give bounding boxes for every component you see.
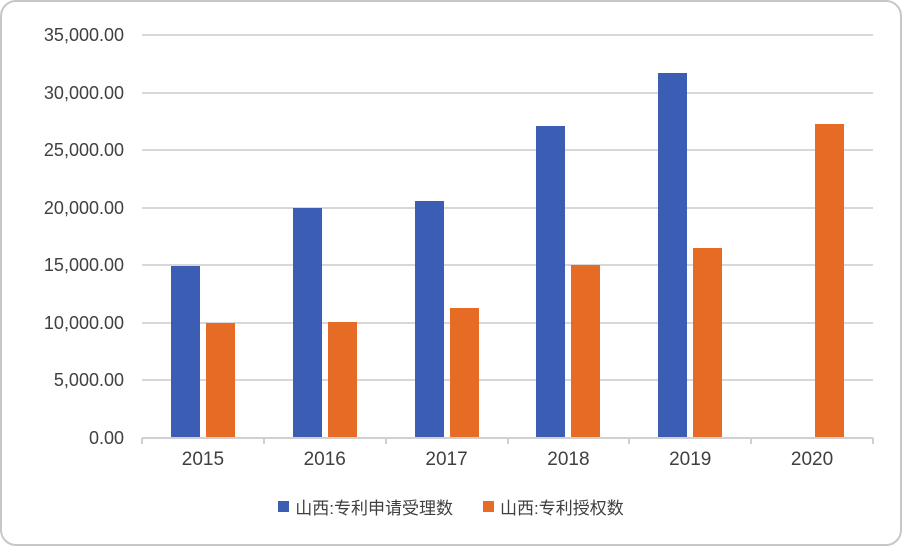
y-tick-label: 20,000.00 xyxy=(43,197,124,218)
x-tick-label-2019: 2019 xyxy=(669,449,712,470)
bar-applications-2016 xyxy=(292,208,322,438)
legend-item-grants: 山西:专利授权数 xyxy=(483,494,624,519)
gridline xyxy=(142,149,873,152)
category-2018 xyxy=(507,35,629,438)
bar-grants-2020 xyxy=(815,123,845,438)
bar-applications-2017 xyxy=(414,200,444,438)
category-2016 xyxy=(264,35,386,438)
y-tick-label: 30,000.00 xyxy=(43,82,124,103)
category-2017 xyxy=(386,35,508,438)
category-2019 xyxy=(629,35,751,438)
gridline xyxy=(142,34,873,36)
legend: 山西:专利申请受理数 山西:专利授权数 xyxy=(2,494,900,519)
y-tick-label: 35,000.00 xyxy=(43,25,124,45)
gridline xyxy=(142,264,873,267)
y-tick-label: 5,000.00 xyxy=(53,370,124,391)
bar-grants-2018 xyxy=(571,264,601,438)
x-axis-tick xyxy=(141,438,143,444)
x-tick-label-2018: 2018 xyxy=(547,449,590,470)
y-tick-label: 25,000.00 xyxy=(43,140,124,161)
y-tick-label: 10,000.00 xyxy=(43,312,124,333)
y-axis: 35,000.00 30,000.00 25,000.00 20,000.00 15,0… xyxy=(2,25,124,448)
bar-applications-2019 xyxy=(658,73,688,438)
gridline xyxy=(142,321,873,324)
legend-label-grants: 山西:专利授权数 xyxy=(500,499,624,518)
bar-grants-2019 xyxy=(693,248,723,438)
category-2020 xyxy=(751,35,873,438)
x-axis-tick xyxy=(262,438,265,444)
x-axis-labels: 2015 2016 2017 2018 2019 2020 xyxy=(142,449,873,471)
bar-applications-2018 xyxy=(536,125,566,438)
gridline xyxy=(142,91,873,94)
y-tick-label: 15,000.00 xyxy=(43,255,124,276)
legend-label-applications: 山西:专利申请受理数 xyxy=(295,499,453,518)
bar-grants-2017 xyxy=(449,308,479,438)
y-tick-label: 0.00 xyxy=(88,428,124,448)
bar-groups xyxy=(142,35,873,438)
x-tick-label-2020: 2020 xyxy=(790,449,834,470)
x-axis-tick xyxy=(628,438,631,444)
legend-swatch-applications xyxy=(278,501,290,512)
legend-item-applications: 山西:专利申请受理数 xyxy=(278,494,453,519)
x-axis-tick xyxy=(384,438,387,444)
x-axis-tick xyxy=(506,438,509,444)
gridline xyxy=(142,206,873,209)
x-axis-tick xyxy=(750,438,753,444)
x-tick-label-2015: 2015 xyxy=(181,449,225,470)
gridline xyxy=(142,379,873,382)
x-tick-label-2016: 2016 xyxy=(303,449,346,470)
bar-applications-2015 xyxy=(170,266,200,438)
x-tick-label-2017: 2017 xyxy=(425,449,468,470)
legend-swatch-grants xyxy=(483,501,494,512)
category-2015 xyxy=(142,35,264,438)
x-axis-tick xyxy=(872,438,874,444)
bar-grants-2016 xyxy=(327,322,357,438)
bar-grants-2015 xyxy=(205,322,235,438)
plot-area xyxy=(141,34,874,444)
